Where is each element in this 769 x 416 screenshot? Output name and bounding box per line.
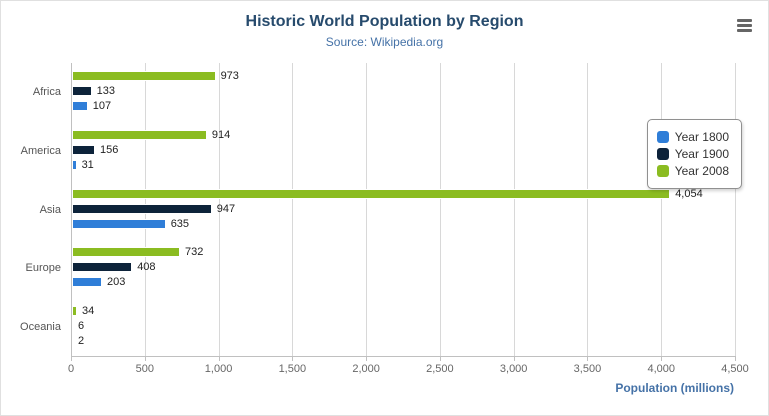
data-label: 914 (211, 128, 231, 141)
hamburger-icon (736, 17, 752, 34)
data-label: 31 (81, 158, 94, 171)
data-label: 408 (137, 261, 156, 274)
gridline (439, 63, 441, 356)
gridline (218, 63, 220, 356)
x-axis-tick (218, 356, 220, 361)
x-axis-tick (366, 356, 368, 361)
data-label: 203 (106, 276, 126, 289)
data-label: 973 (220, 70, 239, 83)
data-label: 635 (170, 217, 190, 230)
x-axis-tick-label: 1,500 (278, 363, 307, 375)
bar-asia-year-2008[interactable] (72, 188, 671, 199)
legend-item-year-1800[interactable]: Year 1800 (656, 130, 729, 144)
gridline (735, 63, 736, 356)
x-axis-tick (292, 356, 294, 361)
gridline (661, 63, 663, 356)
bar-america-year-1900[interactable] (72, 144, 96, 155)
x-axis-tick (661, 356, 663, 361)
legend-label: Year 2008 (674, 164, 729, 178)
gridline (513, 63, 515, 356)
bar-oceania-year-1900[interactable] (72, 320, 74, 331)
x-axis-tick (513, 356, 515, 361)
category-label: Asia (39, 203, 61, 216)
x-axis-tick-label: 3,000 (499, 363, 528, 375)
bar-america-year-2008[interactable] (72, 129, 207, 140)
x-axis-tick (144, 356, 146, 361)
y-axis-labels: Africa America Asia Europe Oceania (1, 63, 69, 356)
x-axis-tick (587, 356, 589, 361)
bar-africa-year-1900[interactable] (72, 86, 92, 97)
chart-title: Historic World Population by Region (245, 13, 524, 30)
legend-item-year-1900[interactable]: Year 1900 (656, 147, 729, 161)
category-label: Oceania (20, 320, 61, 333)
legend-label: Year 1900 (674, 147, 729, 161)
legend-symbol (656, 131, 669, 143)
bar-oceania-year-1800[interactable] (72, 335, 74, 346)
x-axis-tick-label: 1,000 (204, 363, 233, 375)
x-axis-tick-labels: 0 500 1,000 1,500 2,000 2,500 3,000 3,500 4,000 4… (67, 356, 749, 375)
bar-europe-year-1900[interactable] (72, 262, 133, 273)
context-menu-button[interactable] (732, 15, 756, 35)
legend-item-year-2008[interactable]: Year 2008 (656, 164, 729, 178)
chart-subtitle: Source: Wikipedia.org (325, 35, 444, 49)
legend: Year 1800 Year 1900 Year 2008 (646, 119, 742, 189)
data-label: 732 (185, 246, 204, 259)
data-label: 2 (78, 334, 85, 347)
data-label: 156 (100, 143, 119, 156)
gridline (292, 63, 294, 356)
x-axis-title: Population (millions) (615, 381, 734, 395)
category-label: Africa (32, 86, 61, 99)
bar-america-year-1800[interactable] (72, 159, 77, 170)
data-label: 6 (78, 319, 85, 332)
legend-label: Year 1800 (674, 130, 729, 144)
data-label: 34 (82, 304, 95, 317)
bar-oceania-year-2008[interactable] (72, 305, 78, 316)
category-label: America (20, 144, 61, 157)
bar-europe-year-1800[interactable] (72, 277, 102, 288)
x-axis-tick-label: 500 (135, 363, 154, 375)
x-axis-tick (735, 356, 736, 361)
category-label: Europe (25, 262, 61, 275)
x-axis-tick-label: 2,500 (426, 363, 454, 375)
data-label: 947 (216, 202, 236, 215)
x-axis-tick (71, 356, 72, 361)
x-axis-tick-label: 3,500 (573, 363, 602, 375)
x-axis-tick-label: 4,500 (721, 363, 749, 375)
x-axis-tick-label: 2,000 (352, 363, 380, 375)
bar-europe-year-2008[interactable] (72, 247, 180, 258)
plot-area: 973 133 107 914 156 31 4,054 947 635 732 408 203 34 6… (71, 63, 736, 357)
bar-asia-year-1900[interactable] (72, 203, 212, 214)
data-label: 133 (96, 85, 115, 98)
data-label: 4,054 (675, 187, 703, 200)
legend-symbol (656, 165, 669, 177)
legend-symbol (656, 148, 669, 160)
bar-africa-year-1800[interactable] (72, 101, 88, 112)
x-axis-tick-label: 4,000 (647, 363, 675, 375)
gridline (587, 63, 589, 356)
x-axis-tick-label: 0 (67, 363, 75, 375)
x-axis-tick (439, 356, 441, 361)
bar-asia-year-1800[interactable] (72, 218, 166, 229)
data-label: 107 (92, 100, 112, 113)
gridline (366, 63, 368, 356)
bar-africa-year-2008[interactable] (72, 71, 216, 82)
